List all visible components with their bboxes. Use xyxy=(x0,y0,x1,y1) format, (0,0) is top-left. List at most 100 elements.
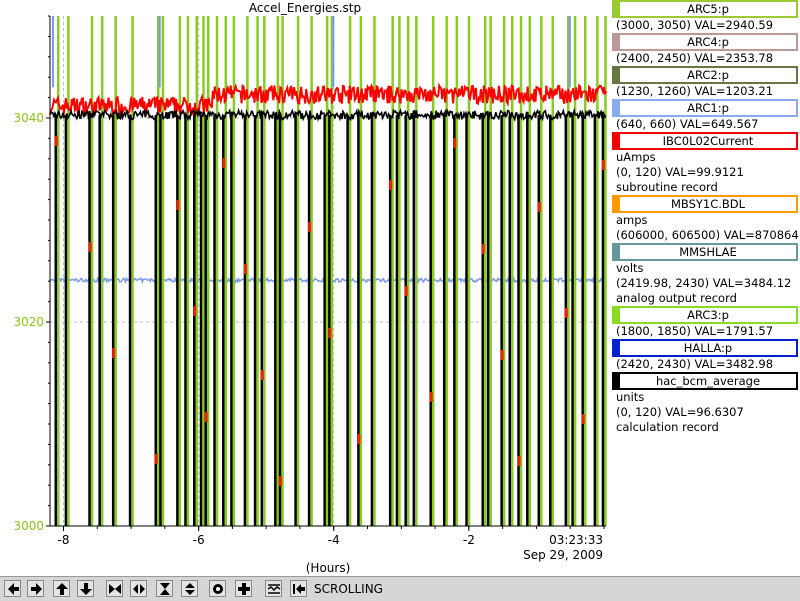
trip-spike-current xyxy=(328,328,332,338)
trip-spike-current xyxy=(500,350,504,360)
legend-label: MMSHLAE xyxy=(612,243,798,261)
trip-spike-current xyxy=(308,222,312,232)
trip-spike-current xyxy=(404,286,408,296)
legend-detail: (2400, 2450) VAL=2353.78 xyxy=(616,51,774,65)
legend-label: ARC2:p xyxy=(612,66,798,84)
pan-left-icon xyxy=(8,583,19,595)
legend-label: ARC1:p xyxy=(612,99,798,117)
config-icon xyxy=(267,584,281,594)
scroll-status: SCROLLING xyxy=(314,582,383,596)
legend: ARC5:p (3000, 3050) VAL=2940.59 ARC4:p (240… xyxy=(610,0,800,434)
legend-item[interactable]: MBSY1C.BDL amps (606000, 606500) VAL=87086… xyxy=(610,195,800,243)
trip-spike-current xyxy=(481,244,485,254)
pan-right-button[interactable] xyxy=(27,580,44,597)
legend-label: ARC4:p xyxy=(612,33,798,51)
legend-item[interactable]: hac_bcm_average units (0, 120) VAL=96.6307… xyxy=(610,372,800,435)
trip-spike-current xyxy=(193,306,197,316)
legend-detail: (1230, 1260) VAL=1203.21 xyxy=(616,84,774,98)
zoom-x-in-button[interactable] xyxy=(106,580,123,597)
legend-detail: (640, 660) VAL=649.567 xyxy=(616,117,759,131)
trip-spike-current xyxy=(243,264,247,274)
legend-item[interactable]: IBC0L02Current uAmps (0, 120) VAL=99.9121 s… xyxy=(610,132,800,195)
scroll-button[interactable] xyxy=(290,580,307,597)
x-time-label: 03:23:33 xyxy=(549,533,603,547)
series-line-bcm xyxy=(49,107,607,123)
trip-spike-current xyxy=(517,456,521,466)
x-tick-label: -6 xyxy=(193,533,205,547)
zoom-x-out-button[interactable] xyxy=(130,580,147,597)
add-icon xyxy=(238,583,250,595)
trip-spike-current xyxy=(357,434,361,444)
legend-label: ARC5:p xyxy=(612,0,798,18)
legend-detail: analog output record xyxy=(616,291,737,305)
legend-item[interactable]: HALLA:p (2420, 2430) VAL=3482.98 xyxy=(610,339,800,372)
legend-label: ARC3:p xyxy=(612,306,798,324)
legend-detail: volts xyxy=(616,261,644,275)
legend-item[interactable]: ARC5:p (3000, 3050) VAL=2940.59 xyxy=(610,0,800,33)
config-button[interactable] xyxy=(265,580,282,597)
legend-item[interactable]: ARC4:p (2400, 2450) VAL=2353.78 xyxy=(610,33,800,66)
legend-label: MBSY1C.BDL xyxy=(612,195,798,213)
scroll-icon xyxy=(293,584,305,594)
x-date-label: Sep 29, 2009 xyxy=(523,548,603,562)
trip-spike-current xyxy=(204,412,208,422)
legend-item[interactable]: ARC2:p (1230, 1260) VAL=1203.21 xyxy=(610,66,800,99)
series-line-current xyxy=(49,82,607,117)
trip-spike-current xyxy=(537,202,541,212)
legend-detail: (606000, 606500) VAL=870864 xyxy=(616,228,799,242)
x-tick-label: -2 xyxy=(463,533,475,547)
legend-detail: (1800, 1850) VAL=1791.57 xyxy=(616,324,774,338)
pan-down-icon xyxy=(80,583,92,595)
zoom-y-in-button[interactable] xyxy=(156,580,173,597)
pan-right-icon xyxy=(31,583,42,595)
legend-detail: uAmps xyxy=(616,150,656,164)
trip-spike-current xyxy=(601,160,605,170)
trip-spike-current xyxy=(453,138,457,148)
zoom-x-out-icon xyxy=(133,584,145,594)
trip-spike-current xyxy=(581,414,585,424)
legend-label: HALLA:p xyxy=(612,339,798,357)
legend-label: IBC0L02Current xyxy=(612,132,798,150)
trip-spike-current xyxy=(88,242,92,252)
legend-detail: (3000, 3050) VAL=2940.59 xyxy=(616,18,774,32)
pan-left-button[interactable] xyxy=(4,580,21,597)
legend-detail: units xyxy=(616,390,645,404)
trip-spike-current xyxy=(54,136,58,146)
legend-detail: calculation record xyxy=(616,420,719,434)
legend-detail: (2420, 2430) VAL=3482.98 xyxy=(616,357,774,371)
chart-title: Accel_Energies.stp xyxy=(248,1,362,15)
trip-spike-current xyxy=(176,200,180,210)
trip-spike-current xyxy=(222,158,226,168)
legend-item[interactable]: ARC1:p (640, 660) VAL=649.567 xyxy=(610,99,800,132)
trip-spike-current xyxy=(260,370,264,380)
legend-item[interactable]: ARC3:p (1800, 1850) VAL=1791.57 xyxy=(610,306,800,339)
y-tick-label: 3000 xyxy=(13,519,44,533)
pan-down-button[interactable] xyxy=(77,580,94,597)
trip-spike-current xyxy=(389,180,393,190)
auto-scale-button[interactable] xyxy=(209,580,226,597)
trip-spike-current xyxy=(112,348,116,358)
add-button[interactable] xyxy=(235,580,252,597)
zoom-x-in-icon xyxy=(109,584,121,594)
trip-spike-current xyxy=(279,476,283,486)
trip-spike-current xyxy=(429,392,433,402)
zoom-y-out-button[interactable] xyxy=(181,580,198,597)
zoom-y-out-icon xyxy=(185,583,195,595)
pan-up-button[interactable] xyxy=(53,580,70,597)
legend-item[interactable]: MMSHLAE volts (2419.98, 2430) VAL=3484.12 a… xyxy=(610,243,800,306)
legend-detail: subroutine record xyxy=(616,180,718,194)
legend-detail: amps xyxy=(616,213,648,227)
x-tick-label: -4 xyxy=(328,533,340,547)
trip-spike-current xyxy=(564,308,568,318)
y-tick-label: 3020 xyxy=(13,315,44,329)
x-axis-label: (Hours) xyxy=(306,561,351,575)
zoom-y-in-icon xyxy=(160,583,170,595)
legend-detail: (0, 120) VAL=99.9121 xyxy=(616,165,744,179)
legend-label: hac_bcm_average xyxy=(612,372,798,390)
toolbar: SCROLLING xyxy=(0,576,800,601)
auto-scale-icon xyxy=(213,584,223,594)
y-tick-label: 3040 xyxy=(13,111,44,125)
legend-detail: (2419.98, 2430) VAL=3484.12 xyxy=(616,276,792,290)
x-tick-label: -8 xyxy=(58,533,70,547)
